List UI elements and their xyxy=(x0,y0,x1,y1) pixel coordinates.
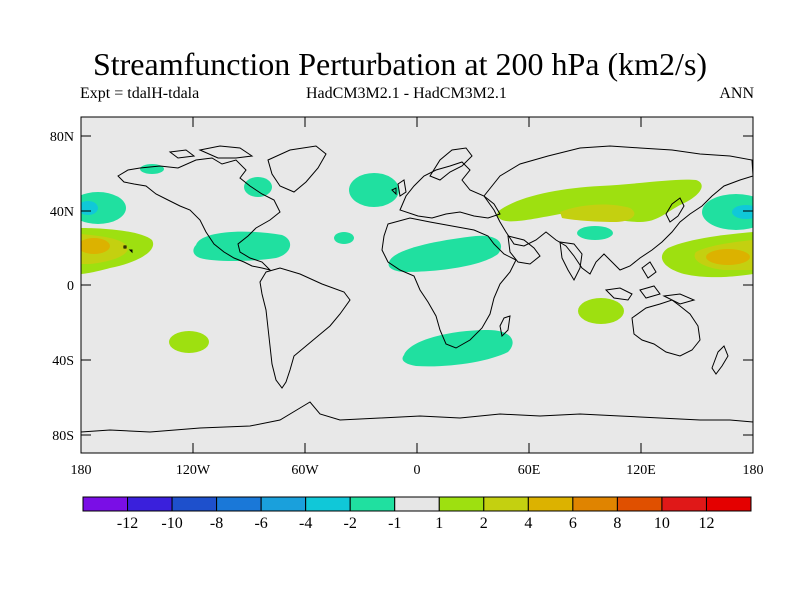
coastline-asia xyxy=(483,145,753,275)
anomaly-negative-caribbean xyxy=(193,231,291,261)
colorbar-label-4: -4 xyxy=(299,515,312,532)
colorbar-swatch-2 xyxy=(171,496,218,512)
lon-label-120w: 120W xyxy=(176,463,211,478)
anomaly-negative-south-africa xyxy=(402,330,513,367)
coastline-europe xyxy=(399,161,501,219)
coastline-greenland xyxy=(267,145,327,193)
coastline-arabia xyxy=(507,235,541,265)
anomaly-positive-pacific-east-core xyxy=(81,238,110,254)
coastline-antarctica xyxy=(81,401,753,433)
lon-label-0: 0 xyxy=(414,463,421,478)
colorbar-swatch-3 xyxy=(216,496,262,512)
colorbar-label-2: -8 xyxy=(210,515,223,532)
longitude-labels: 180 120W 60W 0 60E 120E 180 xyxy=(71,463,764,478)
colorbar-label-12: 10 xyxy=(654,515,670,532)
colorbar-swatch-6 xyxy=(349,496,396,512)
coastline-british-isles xyxy=(391,179,407,197)
anomaly-negative-sahara xyxy=(388,235,502,272)
coastline-australia xyxy=(631,299,701,357)
anomaly-negative-atlantic-north xyxy=(349,173,399,207)
latitude-ticks xyxy=(81,135,753,436)
plot-title: Streamfunction Perturbation at 200 hPa (… xyxy=(92,46,708,82)
latitude-labels: 80N 40N 0 40S 80S xyxy=(50,130,74,444)
colorbar-swatch-8 xyxy=(438,496,485,512)
anomaly-positive-indian-ocean xyxy=(578,298,624,324)
anomaly-fields xyxy=(81,164,753,367)
colorbar-swatch-0 xyxy=(82,496,129,512)
lon-label-180e: 180 xyxy=(743,463,764,478)
anomaly-negative-alaska xyxy=(140,164,164,174)
colorbar-label-1: -10 xyxy=(161,515,182,532)
coastline-madagascar xyxy=(499,315,511,338)
anomaly-negative-north-atlantic-small xyxy=(334,232,354,244)
coastline-arctic-islands xyxy=(168,145,254,159)
colorbar-label-3: -6 xyxy=(254,515,267,532)
coastline-north-america xyxy=(117,157,281,271)
anomaly-positive-pacific-west-core xyxy=(706,249,750,265)
anomaly-negative-pacific-west-core xyxy=(732,205,753,219)
colorbar-label-7: 1 xyxy=(435,515,443,532)
colorbar-swatch-12 xyxy=(616,496,663,512)
lon-label-120e: 120E xyxy=(626,463,656,478)
longitude-ticks xyxy=(192,117,642,453)
coastline-africa xyxy=(381,217,517,349)
colorbar-label-9: 4 xyxy=(524,515,532,532)
coastline-new-zealand xyxy=(711,345,729,375)
anomaly-negative-india xyxy=(577,226,613,240)
colorbar-label-6: -1 xyxy=(388,515,401,532)
lat-label-80s: 80S xyxy=(52,429,74,444)
colorbar-label-0: -12 xyxy=(117,515,138,532)
coastline-scandinavia xyxy=(429,147,473,181)
colorbar-label-11: 8 xyxy=(613,515,621,532)
anomaly-positive-china xyxy=(560,204,635,222)
experiment-label: Expt = tdalH-tdala xyxy=(80,85,200,102)
lon-label-60e: 60E xyxy=(518,463,541,478)
anomaly-negative-greenland xyxy=(244,177,272,197)
coastline-indonesia xyxy=(604,261,696,305)
lat-label-80n: 80N xyxy=(50,130,74,145)
season-label: ANN xyxy=(719,85,754,102)
lat-label-0: 0 xyxy=(67,279,74,294)
colorbar-labels: -12 -10 -8 -6 -4 -2 -1 1 2 4 6 8 10 12 xyxy=(117,515,715,532)
lon-label-180w: 180 xyxy=(71,463,92,478)
model-label: HadCM3M2.1 - HadCM3M2.1 xyxy=(306,85,507,102)
colorbar-label-5: -2 xyxy=(344,515,357,532)
lat-label-40s: 40S xyxy=(52,354,74,369)
anomaly-positive-south-pacific xyxy=(169,331,209,353)
coastline-india xyxy=(559,241,583,282)
anomaly-negative-pacific-east xyxy=(81,192,126,224)
colorbar-label-8: 2 xyxy=(480,515,488,532)
colorbar-swatch-11 xyxy=(572,496,618,512)
lon-label-60w: 60W xyxy=(291,463,319,478)
anomaly-positive-eurasia xyxy=(497,179,702,222)
coastline-japan xyxy=(665,197,685,223)
anomaly-negative-pacific-west xyxy=(702,194,753,230)
colorbar-swatch-10 xyxy=(527,496,574,512)
colorbar xyxy=(82,496,752,512)
colorbar-swatch-14 xyxy=(705,496,752,512)
coastline-hawaii xyxy=(123,245,133,254)
colorbar-swatch-4 xyxy=(260,496,307,512)
map-background xyxy=(81,117,753,453)
colorbar-label-13: 12 xyxy=(698,515,714,532)
colorbar-swatch-1 xyxy=(127,496,173,512)
colorbar-label-10: 6 xyxy=(569,515,577,532)
colorbar-swatch-7 xyxy=(394,496,440,512)
coastline-south-america xyxy=(259,267,351,389)
colorbar-swatch-9 xyxy=(483,496,529,512)
lat-label-40n: 40N xyxy=(50,205,74,220)
coastlines xyxy=(81,145,753,433)
colorbar-swatch-13 xyxy=(661,496,707,512)
colorbar-swatch-5 xyxy=(305,496,351,512)
